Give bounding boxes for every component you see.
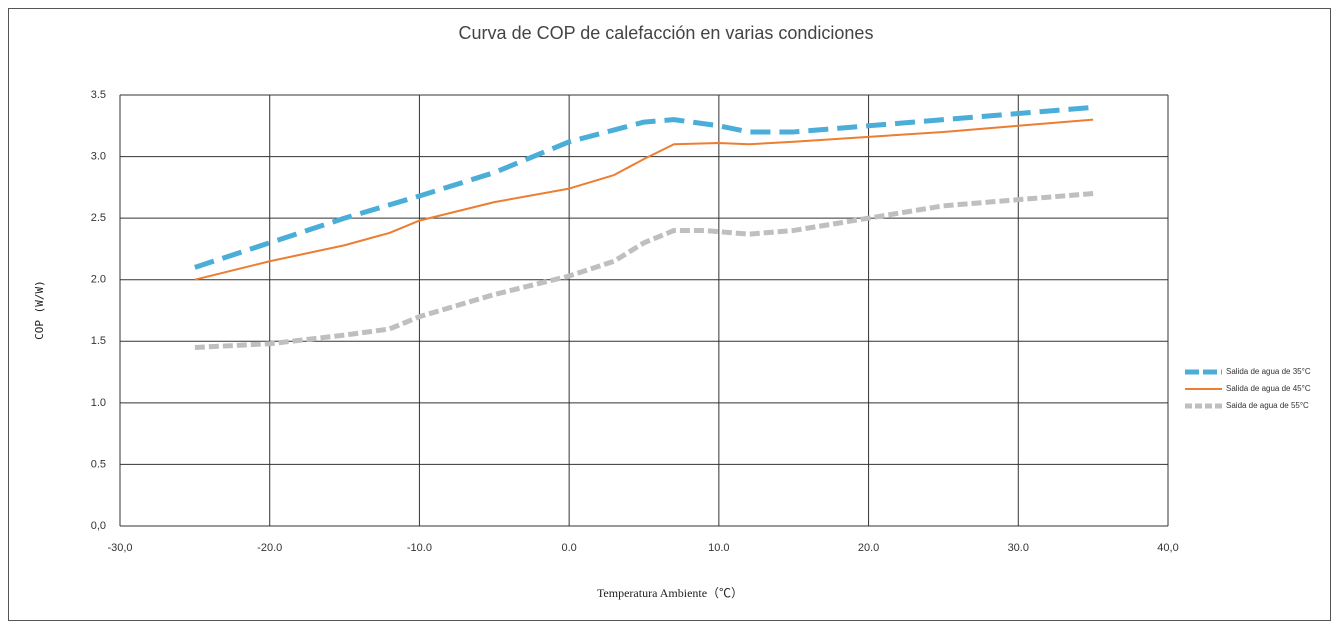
x-axis-label: Temperatura Ambiente（℃）: [597, 586, 743, 600]
y-axis-label: COP (W/W): [33, 280, 46, 340]
y-tick-label: 2.5: [91, 212, 106, 224]
chart-title: Curva de COP de calefacción en varias co…: [459, 23, 874, 43]
y-tick-label: 0,0: [91, 520, 106, 532]
x-tick-label: 20.0: [858, 542, 879, 554]
series-line: [194, 118, 1094, 281]
y-tick-label: 3.5: [91, 89, 106, 101]
frame: [8, 8, 1331, 621]
y-tick-label: 1.5: [91, 335, 106, 347]
x-tick-label: 10.0: [708, 542, 729, 554]
x-tick-label: 40,0: [1157, 542, 1178, 554]
legend-label: Salida de agua de 35°C: [1226, 367, 1311, 376]
legend-label: Salida de agua de 45°C: [1226, 384, 1311, 393]
x-tick-label: 30.0: [1008, 542, 1029, 554]
x-tick-label: -10.0: [407, 542, 432, 554]
series-line: [194, 191, 1094, 350]
y-tick-label: 3.0: [91, 150, 106, 162]
y-tick-label: 2.0: [91, 274, 106, 286]
y-tick-label: 1.0: [91, 397, 106, 409]
legend-label: Saida de agua de 55°C: [1226, 401, 1309, 410]
series-line: [194, 104, 1094, 270]
y-tick-label: 0.5: [91, 458, 106, 470]
x-tick-label: 0.0: [561, 542, 576, 554]
x-tick-label: -30,0: [107, 542, 132, 554]
x-tick-label: -20.0: [257, 542, 282, 554]
